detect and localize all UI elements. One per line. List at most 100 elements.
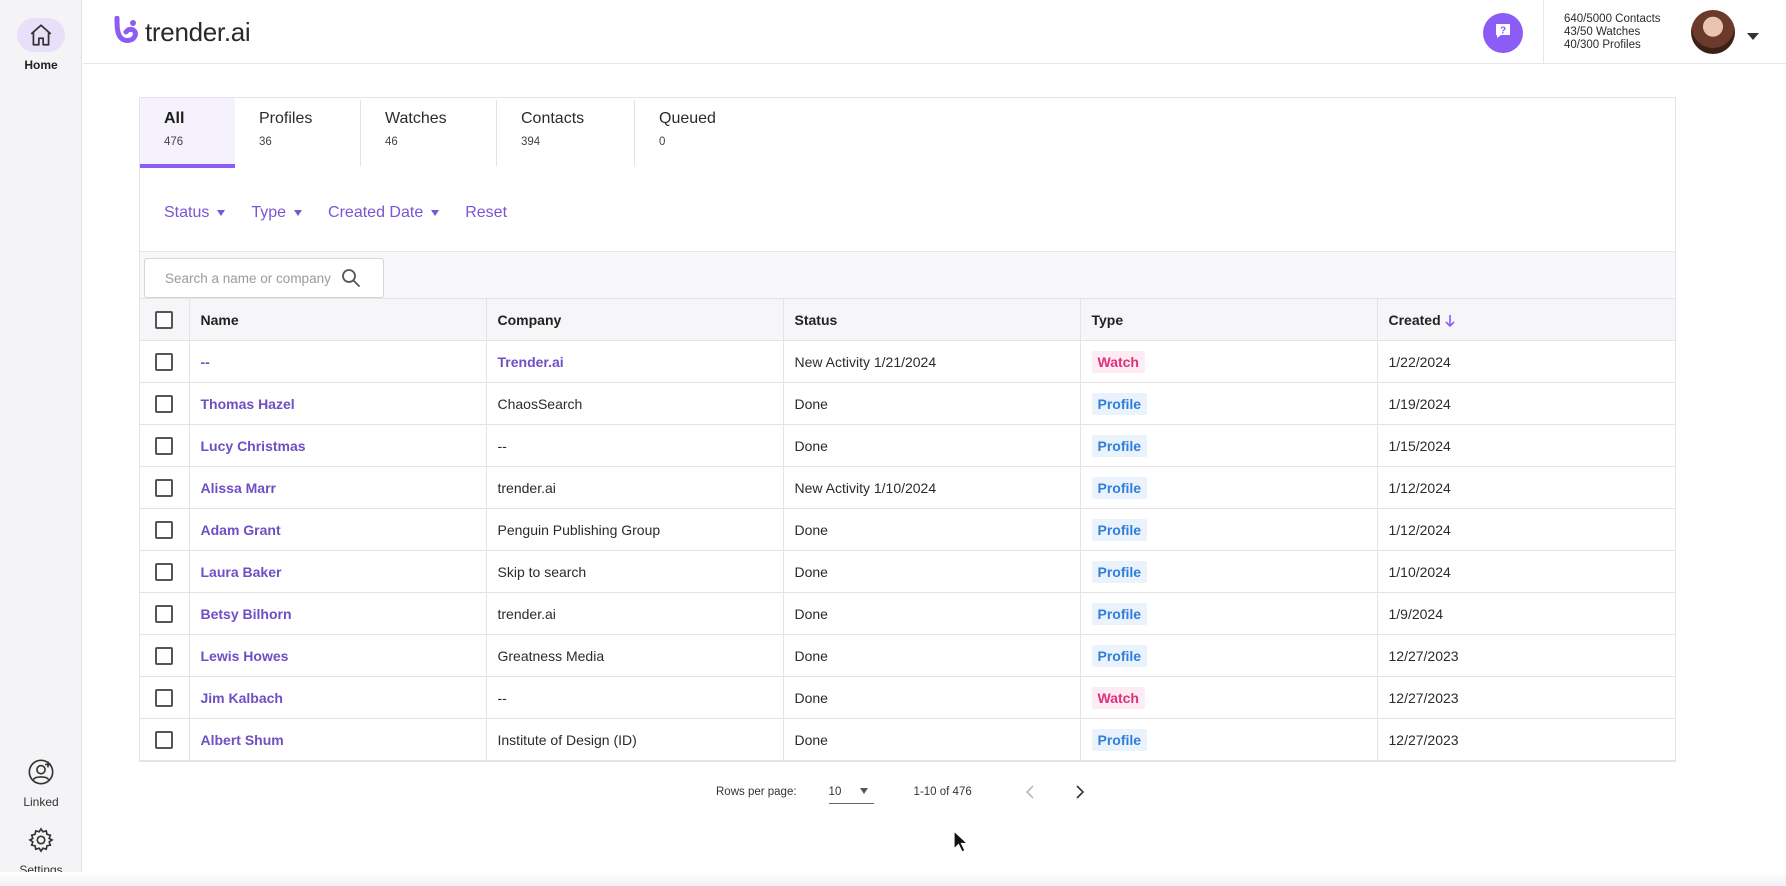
filter-label: Type bbox=[251, 204, 287, 221]
contact-name-link[interactable]: Albert Shum bbox=[200, 731, 284, 748]
row-select-cell bbox=[140, 550, 190, 593]
created-cell: 12/27/2023 bbox=[1377, 676, 1675, 719]
status-cell: Done bbox=[783, 508, 1081, 551]
contact-name-link[interactable]: Betsy Bilhorn bbox=[200, 605, 292, 622]
type-cell: Watch bbox=[1080, 340, 1378, 383]
table-row[interactable]: Adam Grant Penguin Publishing Group Done… bbox=[140, 508, 1675, 551]
select-all-cell bbox=[140, 298, 190, 341]
row-checkbox[interactable] bbox=[155, 520, 174, 539]
column-header-created[interactable]: Created bbox=[1377, 298, 1675, 341]
sidebar-item-label: Home bbox=[24, 58, 58, 72]
company-link[interactable]: Trender.ai bbox=[497, 353, 564, 370]
table-row[interactable]: Lucy Christmas -- Done Profile 1/15/2024 bbox=[140, 424, 1675, 467]
row-checkbox[interactable] bbox=[155, 730, 174, 749]
row-checkbox[interactable] bbox=[155, 688, 174, 707]
usage-quota: 640/5000 Contacts 43/50 Watches 40/300 P… bbox=[1564, 13, 1661, 52]
contact-name-link[interactable]: Lewis Howes bbox=[200, 647, 289, 664]
tab-watches[interactable]: Watches 46 bbox=[361, 98, 496, 168]
table-row[interactable]: Laura Baker Skip to search Done Profile … bbox=[140, 550, 1675, 593]
chevron-left-icon bbox=[1025, 785, 1034, 799]
contact-name-link[interactable]: Adam Grant bbox=[200, 521, 281, 538]
table-row[interactable]: Lewis Howes Greatness Media Done Profile… bbox=[140, 634, 1675, 677]
row-select-cell bbox=[140, 340, 190, 383]
status-cell: Done bbox=[783, 550, 1081, 593]
column-header-type[interactable]: Type bbox=[1080, 298, 1378, 341]
name-cell: Albert Shum bbox=[189, 718, 487, 761]
table-row[interactable]: Thomas Hazel ChaosSearch Done Profile 1/… bbox=[140, 382, 1675, 425]
tab-bar: All 476 Profiles 36 Watches 46 Contacts … bbox=[140, 98, 755, 168]
left-sidebar: Home Linked Settings bbox=[0, 0, 82, 886]
contact-name-link[interactable]: Laura Baker bbox=[200, 563, 282, 580]
search-icon[interactable] bbox=[341, 268, 361, 293]
row-checkbox[interactable] bbox=[155, 562, 174, 581]
page-bottom-edge bbox=[0, 872, 1786, 886]
sidebar-item-home[interactable]: Home bbox=[0, 18, 82, 72]
tab-profiles[interactable]: Profiles 36 bbox=[235, 98, 360, 168]
row-select-cell bbox=[140, 634, 190, 677]
row-select-cell bbox=[140, 424, 190, 467]
contact-name-link[interactable]: -- bbox=[200, 353, 210, 370]
tab-queued[interactable]: Queued 0 bbox=[635, 98, 755, 168]
type-badge: Profile bbox=[1091, 434, 1148, 457]
type-badge: Profile bbox=[1091, 644, 1148, 667]
name-cell: -- bbox=[189, 340, 487, 383]
reset-filters-button[interactable]: Reset bbox=[465, 204, 508, 221]
header-divider bbox=[1543, 0, 1544, 64]
created-cell: 1/22/2024 bbox=[1377, 340, 1675, 383]
sidebar-item-settings[interactable]: Settings bbox=[0, 826, 82, 877]
contact-name-link[interactable]: Lucy Christmas bbox=[200, 437, 306, 454]
next-page-button[interactable] bbox=[1068, 780, 1092, 804]
type-cell: Watch bbox=[1080, 676, 1378, 719]
column-header-status[interactable]: Status bbox=[783, 298, 1081, 341]
caret-down-icon[interactable] bbox=[1747, 28, 1759, 46]
contact-name-link[interactable]: Alissa Marr bbox=[200, 479, 276, 496]
row-select-cell bbox=[140, 508, 190, 551]
brand-logo[interactable]: trender.ai bbox=[113, 15, 251, 49]
type-cell: Profile bbox=[1080, 550, 1378, 593]
column-header-name[interactable]: Name bbox=[189, 298, 487, 341]
row-checkbox[interactable] bbox=[155, 604, 174, 623]
row-checkbox[interactable] bbox=[155, 394, 174, 413]
company-cell: Skip to search bbox=[486, 550, 784, 593]
tab-contacts[interactable]: Contacts 394 bbox=[497, 98, 634, 168]
select-all-checkbox[interactable] bbox=[155, 310, 174, 329]
row-checkbox[interactable] bbox=[155, 436, 174, 455]
previous-page-button[interactable] bbox=[1018, 780, 1042, 804]
rows-per-page-select[interactable]: 10 bbox=[828, 780, 874, 804]
tab-divider bbox=[634, 100, 635, 166]
tab-all[interactable]: All 476 bbox=[140, 98, 235, 168]
type-cell: Profile bbox=[1080, 424, 1378, 467]
caret-down-icon bbox=[217, 210, 226, 216]
column-header-company[interactable]: Company bbox=[486, 298, 784, 341]
type-filter[interactable]: Type bbox=[251, 204, 303, 222]
sidebar-item-label: Linked bbox=[23, 795, 59, 809]
sidebar-item-linked[interactable]: Linked bbox=[0, 758, 82, 809]
quota-watches: 43/50 Watches bbox=[1564, 26, 1641, 38]
avatar[interactable] bbox=[1691, 10, 1735, 54]
table-row[interactable]: Alissa Marr trender.ai New Activity 1/10… bbox=[140, 466, 1675, 509]
type-cell: Profile bbox=[1080, 466, 1378, 509]
row-checkbox[interactable] bbox=[155, 646, 174, 665]
top-header: trender.ai ? 640/5000 Contacts 43/50 Wat… bbox=[83, 0, 1786, 64]
table-row[interactable]: Jim Kalbach -- Done Watch 12/27/2023 bbox=[140, 676, 1675, 719]
table-row[interactable]: -- Trender.ai New Activity 1/21/2024 Wat… bbox=[140, 340, 1675, 383]
contact-name-link[interactable]: Thomas Hazel bbox=[200, 395, 295, 412]
status-filter[interactable]: Status bbox=[164, 204, 226, 222]
created-date-filter[interactable]: Created Date bbox=[328, 204, 440, 222]
help-button[interactable]: ? bbox=[1483, 13, 1523, 53]
help-icon: ? bbox=[1494, 22, 1512, 45]
contact-name-link[interactable]: Jim Kalbach bbox=[200, 689, 283, 706]
tab-label: Profiles bbox=[259, 110, 313, 127]
tab-divider bbox=[496, 100, 497, 166]
tab-count: 46 bbox=[385, 136, 398, 148]
row-select-cell bbox=[140, 676, 190, 719]
created-cell: 1/10/2024 bbox=[1377, 550, 1675, 593]
tab-count: 476 bbox=[164, 136, 184, 148]
table-row[interactable]: Albert Shum Institute of Design (ID) Don… bbox=[140, 718, 1675, 761]
filter-label: Created Date bbox=[328, 204, 424, 221]
row-checkbox[interactable] bbox=[155, 478, 174, 497]
table-row[interactable]: Betsy Bilhorn trender.ai Done Profile 1/… bbox=[140, 592, 1675, 635]
row-checkbox[interactable] bbox=[155, 352, 174, 371]
search-input[interactable] bbox=[165, 270, 341, 286]
type-badge: Watch bbox=[1091, 350, 1145, 373]
